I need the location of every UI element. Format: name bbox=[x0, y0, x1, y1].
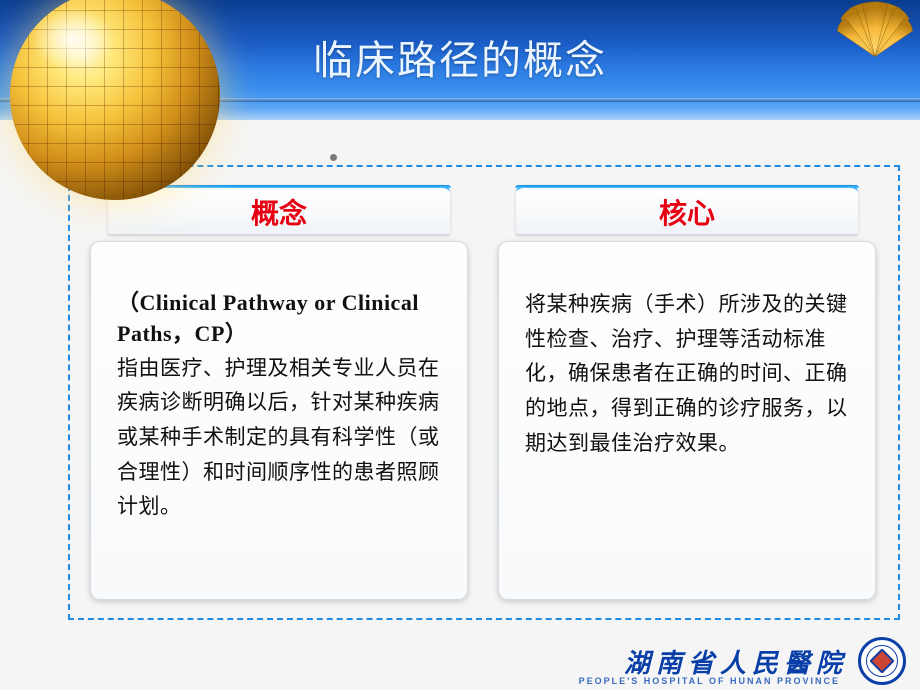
card-tab: 核心 bbox=[516, 185, 858, 235]
hospital-seal-icon bbox=[858, 637, 906, 685]
card-body: （Clinical Pathway or Clinical Paths，CP） … bbox=[90, 241, 468, 600]
card-body: 将某种疾病（手术）所涉及的关键性检查、治疗、护理等活动标准化，确保患者在正确的时… bbox=[498, 241, 876, 600]
bullet-dot bbox=[330, 154, 337, 161]
footer-org-english: PEOPLE'S HOSPITAL OF HUNAN PROVINCE bbox=[579, 676, 840, 686]
slide-header: 临床路径的概念 bbox=[0, 0, 920, 120]
slide-footer: 湖南省人民醫院 PEOPLE'S HOSPITAL OF HUNAN PROVI… bbox=[0, 632, 920, 690]
shell-icon bbox=[830, 0, 920, 60]
card-body-text: 将某种疾病（手术）所涉及的关键性检查、治疗、护理等活动标准化，确保患者在正确的时… bbox=[525, 288, 849, 461]
card-tab-label: 概念 bbox=[251, 192, 307, 232]
card-english-lead: （Clinical Pathway or Clinical Paths，CP） bbox=[117, 288, 441, 350]
card-chinese-text: 将某种疾病（手术）所涉及的关键性检查、治疗、护理等活动标准化，确保患者在正确的时… bbox=[525, 293, 848, 455]
card-chinese-text: 指由医疗、护理及相关专业人员在疾病诊断明确以后，针对某种疾病或某种手术制定的具有… bbox=[117, 357, 440, 519]
card-tab: 概念 bbox=[108, 185, 450, 235]
footer-org-name: 湖南省人民醫院 bbox=[624, 643, 848, 680]
card-body-text: （Clinical Pathway or Clinical Paths，CP） … bbox=[117, 288, 441, 525]
card-tab-label: 核心 bbox=[659, 192, 715, 232]
content-frame: 概念 （Clinical Pathway or Clinical Paths，C… bbox=[68, 165, 900, 620]
card-core: 核心 将某种疾病（手术）所涉及的关键性检查、治疗、护理等活动标准化，确保患者在正… bbox=[498, 185, 876, 600]
card-concept: 概念 （Clinical Pathway or Clinical Paths，C… bbox=[90, 185, 468, 600]
